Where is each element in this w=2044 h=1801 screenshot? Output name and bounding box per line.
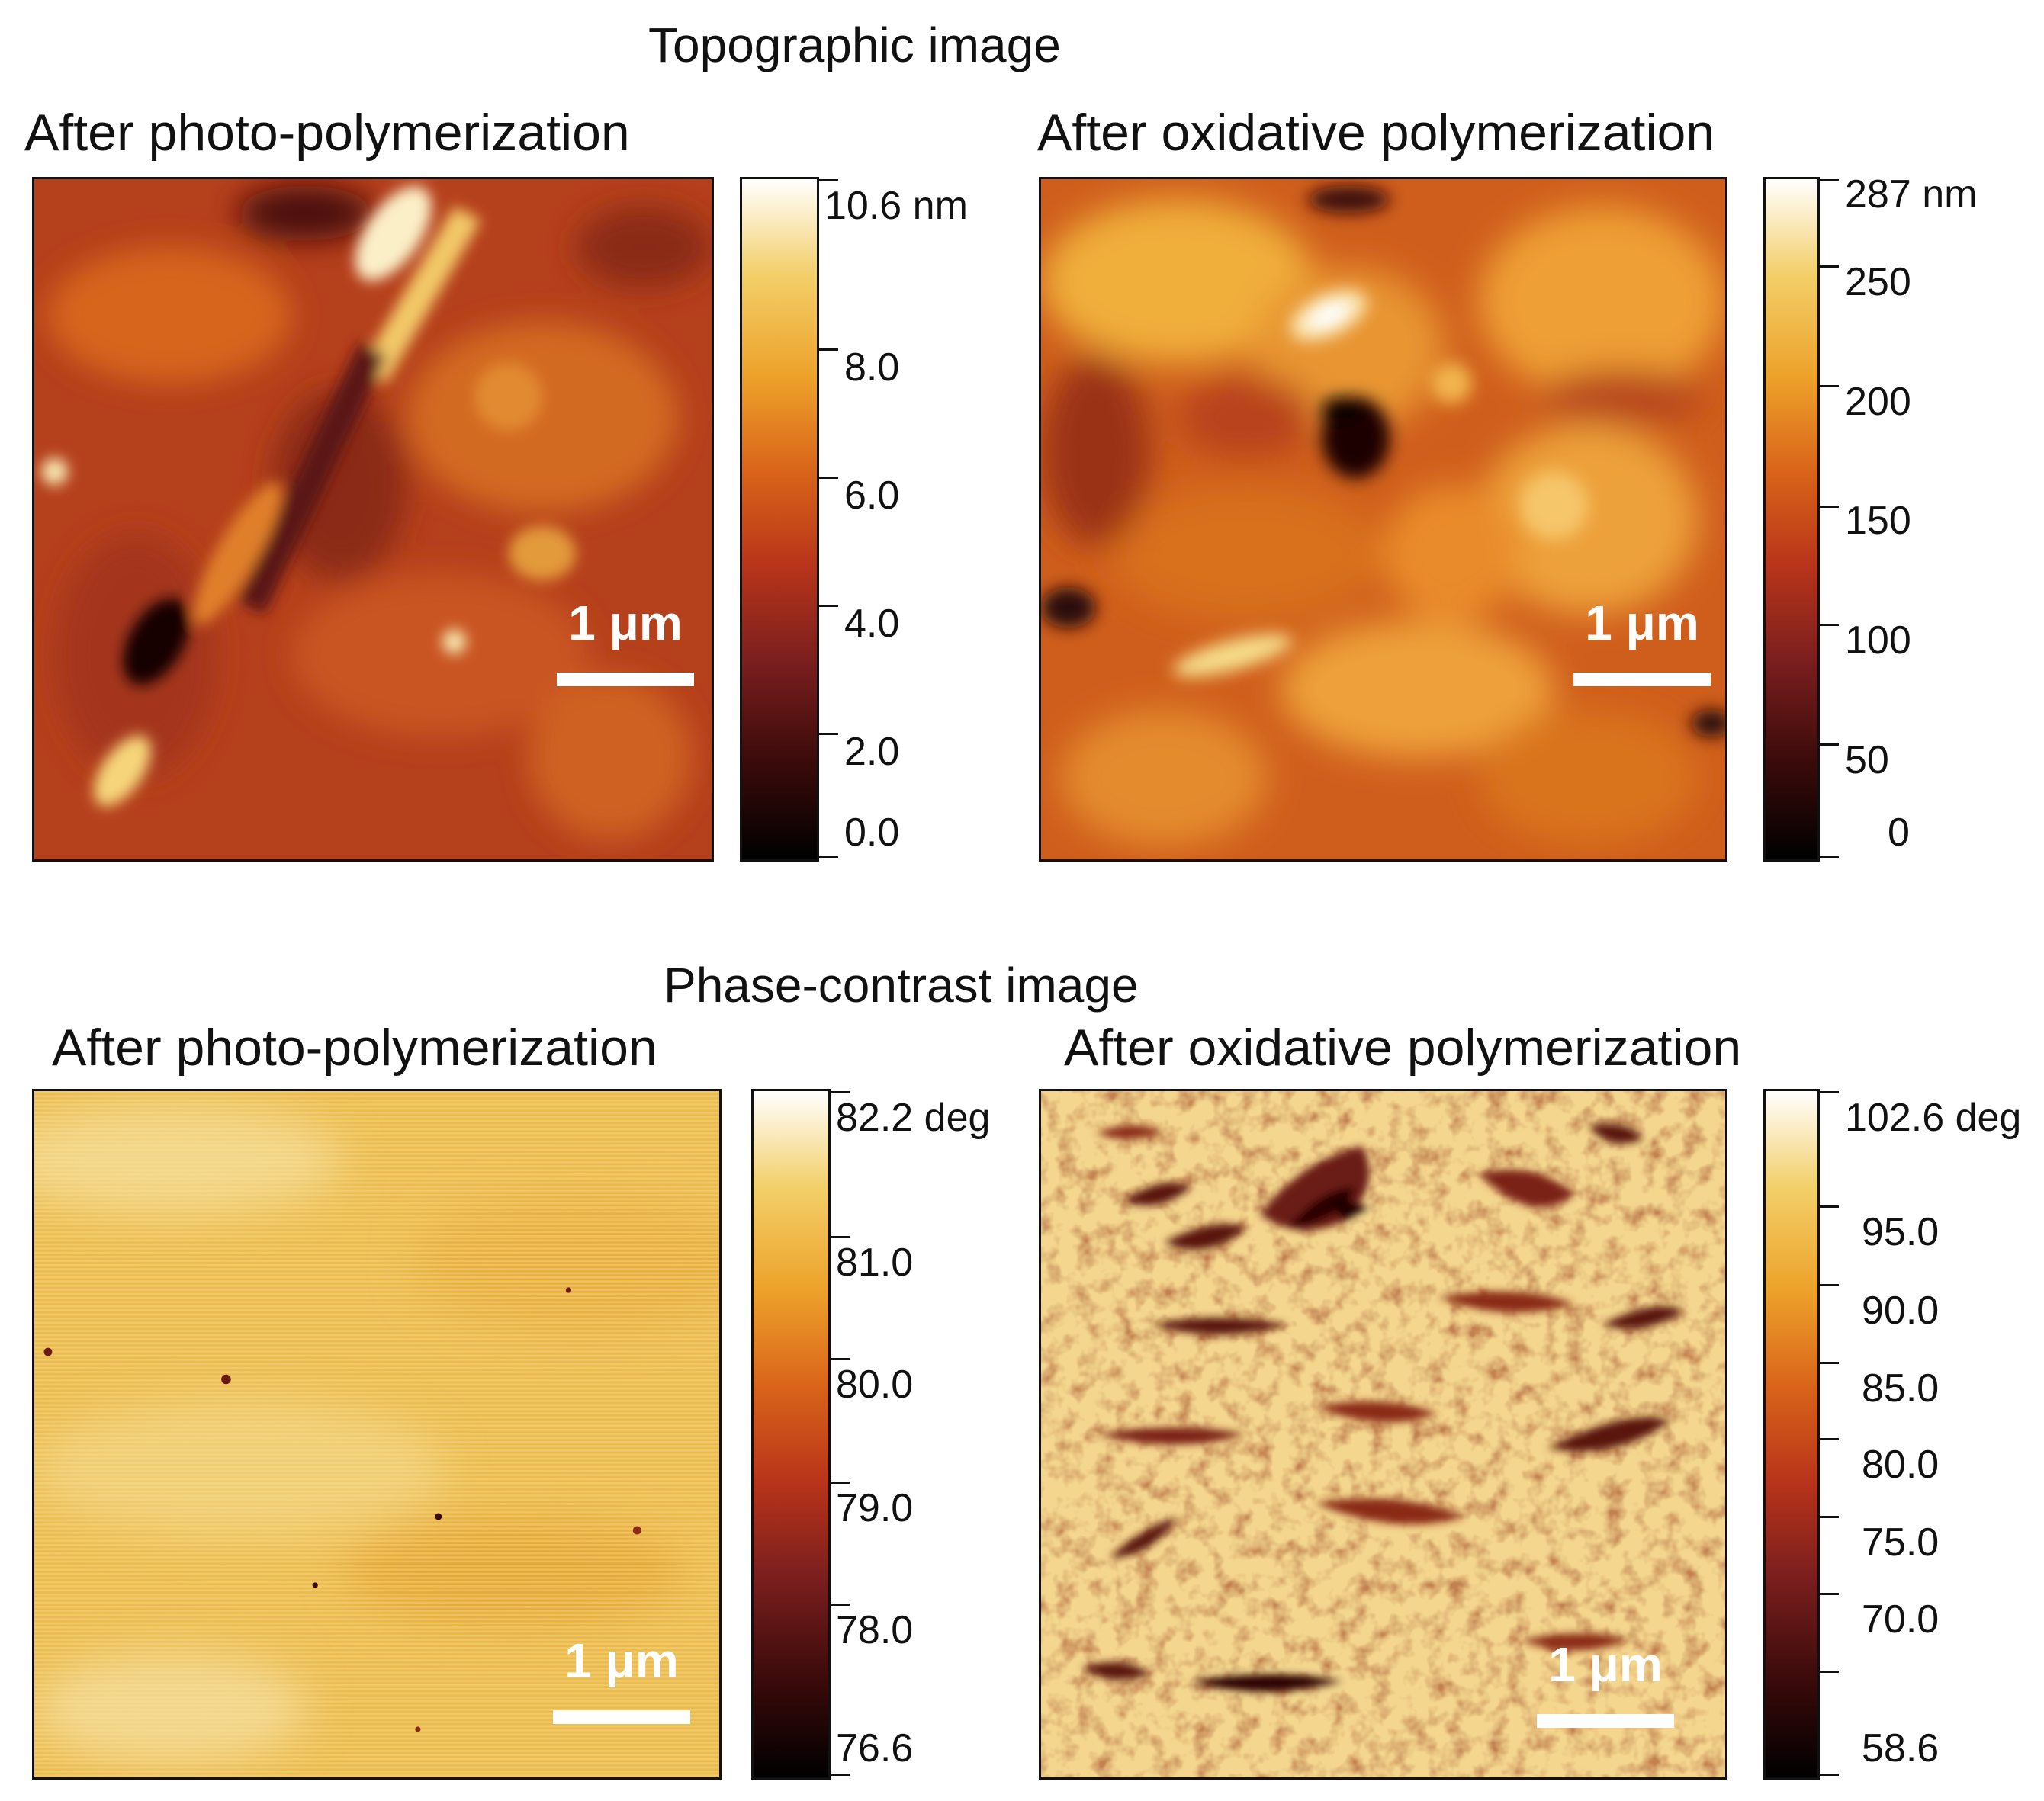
tick <box>1817 624 1839 626</box>
phase-oxidative-scale-bar: 1 μm <box>1537 1636 1674 1728</box>
phase-photo-afm-image: 1 μm <box>32 1089 722 1780</box>
tick-label: 250 <box>1845 260 1911 304</box>
tick <box>1817 1671 1839 1673</box>
scale-bar-label: 1 μm <box>564 1633 679 1688</box>
tick-label: 150 <box>1845 499 1911 543</box>
colorbar-max-label: 10.6 nm <box>824 184 968 228</box>
tick <box>1817 1593 1839 1595</box>
tick <box>1817 1091 1839 1093</box>
phase-section-title: Phase-contrast image <box>664 958 1139 1013</box>
topo-right-title: After oxidative polymerization <box>1037 104 1715 162</box>
topo-oxidative-colorbar <box>1763 177 1820 862</box>
tick <box>1817 1438 1839 1440</box>
topo-oxidative-scale-bar: 1 μm <box>1573 595 1711 686</box>
tick-label: 50 <box>1845 738 1889 782</box>
tick <box>1817 1284 1839 1286</box>
tick-label: 0.0 <box>844 811 900 855</box>
phase-photo-colorbar-ticks: 82.2 deg 81.0 80.0 79.0 78.0 76.6 <box>828 1091 1027 1777</box>
tick <box>1817 506 1839 508</box>
tick <box>817 856 838 858</box>
phase-left-title: After photo-polymerization <box>52 1019 657 1077</box>
phase-oxidative-afm-image: 1 μm <box>1039 1089 1727 1780</box>
scale-bar-line <box>553 1710 690 1724</box>
tick <box>1817 385 1839 387</box>
topo-photo-colorbar <box>740 177 819 862</box>
tick <box>1817 743 1839 746</box>
tick <box>817 348 838 351</box>
colorbar-max-label: 82.2 deg <box>836 1096 991 1140</box>
topographic-section-title: Topographic image <box>648 18 1061 72</box>
phase-oxidative-colorbar <box>1763 1089 1820 1780</box>
tick <box>817 605 838 607</box>
tick <box>817 477 838 479</box>
phase-oxidative-colorbar-ticks: 102.6 deg 95.0 90.0 85.0 80.0 75.0 70.0 … <box>1817 1091 2039 1777</box>
tick <box>828 1358 850 1360</box>
tick-label: 76.6 <box>836 1726 914 1771</box>
tick-label: 0 <box>1888 811 1910 855</box>
tick-label: 90.0 <box>1862 1289 1940 1333</box>
tick-label: 8.0 <box>844 345 900 390</box>
tick-label: 85.0 <box>1862 1366 1940 1411</box>
tick-label: 6.0 <box>844 474 900 518</box>
topo-photo-scale-bar: 1 μm <box>557 595 694 686</box>
tick <box>828 1091 850 1093</box>
topo-oxidative-colorbar-ticks: 287 nm 250 200 150 100 50 0 <box>1817 172 2016 859</box>
tick-label: 95.0 <box>1862 1210 1940 1254</box>
tick <box>1817 856 1839 858</box>
tick <box>1817 179 1839 181</box>
tick-label: 75.0 <box>1862 1520 1940 1565</box>
topo-oxidative-afm-image: 1 μm <box>1039 177 1727 862</box>
scale-bar-label: 1 μm <box>1585 596 1699 650</box>
phase-right-title: After oxidative polymerization <box>1064 1019 1742 1077</box>
tick-label: 4.0 <box>844 602 900 646</box>
tick <box>817 733 838 735</box>
tick-label: 70.0 <box>1862 1597 1940 1642</box>
tick-label: 200 <box>1845 380 1911 424</box>
scale-bar-line <box>1537 1714 1674 1728</box>
scale-bar-label: 1 μm <box>568 596 683 650</box>
tick <box>1817 1774 1839 1776</box>
tick-label: 81.0 <box>836 1241 914 1285</box>
tick <box>828 1774 850 1776</box>
topo-photo-afm-image: 1 μm <box>32 177 714 862</box>
tick-label: 79.0 <box>836 1486 914 1530</box>
scale-bar-line <box>1573 673 1711 686</box>
scale-bar-label: 1 μm <box>1548 1637 1663 1692</box>
topo-left-title: After photo-polymerization <box>24 104 630 162</box>
tick-label: 100 <box>1845 618 1911 663</box>
tick-label: 78.0 <box>836 1608 914 1652</box>
tick-label: 58.6 <box>1862 1726 1940 1771</box>
tick <box>1817 1516 1839 1518</box>
tick-label: 80.0 <box>1862 1443 1940 1487</box>
colorbar-max-label: 287 nm <box>1845 172 1978 217</box>
scale-bar-line <box>557 673 694 686</box>
phase-photo-scale-bar: 1 μm <box>553 1632 690 1724</box>
tick <box>1817 1205 1839 1208</box>
tick <box>1817 1362 1839 1364</box>
tick <box>828 1604 850 1606</box>
colorbar-max-label: 102.6 deg <box>1845 1096 2022 1140</box>
tick <box>1817 265 1839 268</box>
tick <box>817 179 838 181</box>
tick <box>828 1482 850 1484</box>
topo-photo-colorbar-ticks: 10.6 nm 8.0 6.0 4.0 2.0 0.0 <box>817 179 1000 859</box>
tick-label: 2.0 <box>844 730 900 774</box>
tick <box>828 1236 850 1238</box>
phase-photo-colorbar <box>751 1089 831 1780</box>
tick-label: 80.0 <box>836 1363 914 1407</box>
